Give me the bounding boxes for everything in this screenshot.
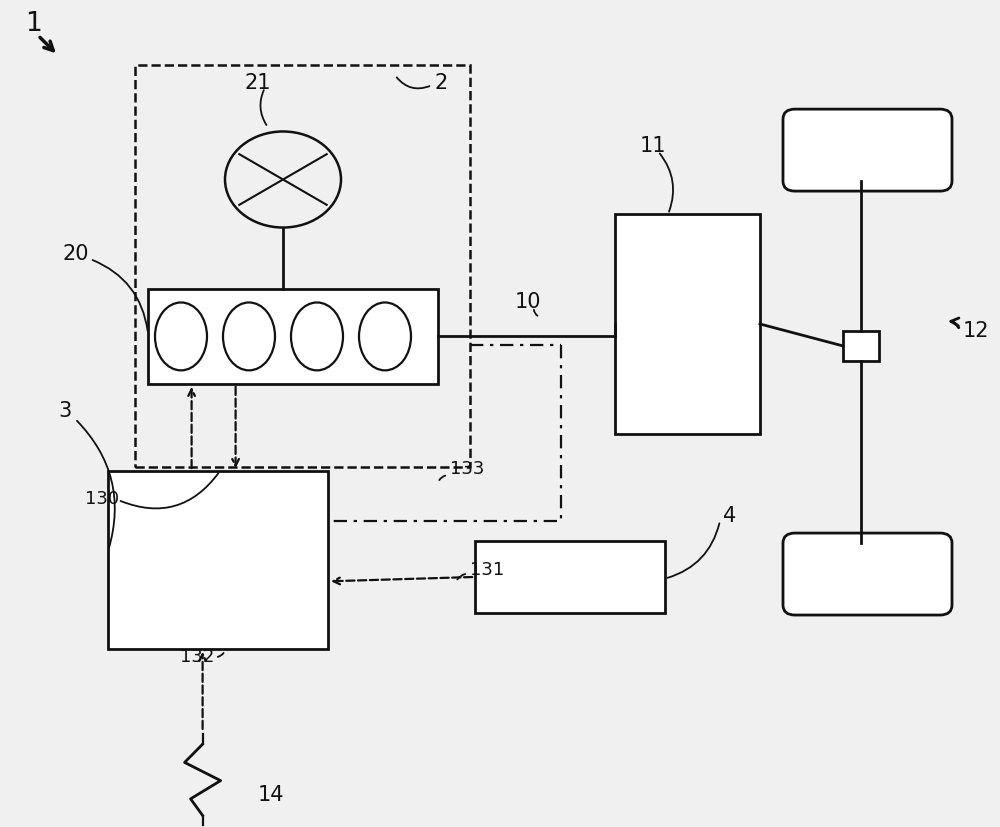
- Text: 4: 4: [723, 505, 736, 525]
- Bar: [615, 215, 760, 434]
- Text: 14: 14: [258, 784, 285, 804]
- Bar: [843, 332, 879, 361]
- Text: 130: 130: [85, 490, 119, 508]
- Text: 10: 10: [515, 292, 542, 312]
- Text: 12: 12: [963, 321, 990, 341]
- Text: 133: 133: [450, 459, 484, 477]
- Text: 2: 2: [435, 73, 448, 93]
- Text: 132: 132: [180, 648, 214, 666]
- Bar: [135, 66, 470, 467]
- Text: 21: 21: [245, 73, 272, 93]
- Text: 1: 1: [25, 12, 42, 37]
- Bar: [148, 289, 438, 385]
- Text: 20: 20: [62, 244, 88, 264]
- Text: 11: 11: [640, 136, 666, 156]
- FancyBboxPatch shape: [783, 533, 952, 615]
- Bar: [108, 471, 328, 649]
- FancyBboxPatch shape: [783, 110, 952, 192]
- Text: 3: 3: [58, 401, 71, 421]
- Text: 131: 131: [470, 560, 504, 578]
- Bar: [475, 541, 665, 614]
